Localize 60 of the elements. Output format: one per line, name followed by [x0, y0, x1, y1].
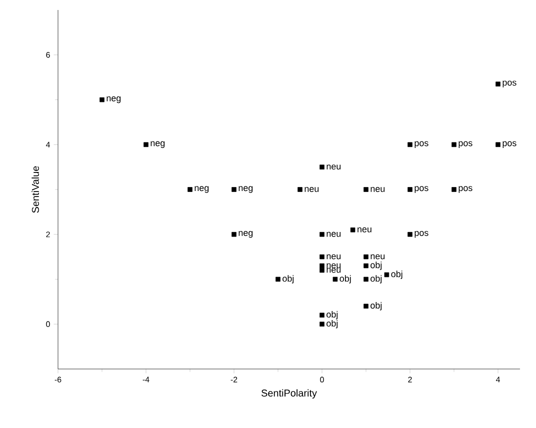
x-axis-title: SentiPolarity — [261, 389, 317, 399]
annotation: neu — [326, 263, 341, 268]
y-axis-title: SentiValue — [32, 166, 39, 213]
point — [496, 142, 500, 148]
annotation: neu — [326, 268, 341, 273]
annotation: obj — [326, 320, 338, 328]
point — [332, 276, 338, 282]
point — [320, 232, 324, 237]
annotation: neg — [238, 231, 253, 238]
point — [408, 232, 412, 237]
annotation: neu — [370, 187, 385, 192]
point — [350, 227, 356, 232]
point — [188, 187, 192, 192]
annotation: obj — [326, 310, 338, 320]
annotation: neu — [326, 232, 341, 237]
point — [232, 232, 236, 237]
annotation: pos — [414, 186, 428, 193]
annotation: pos — [458, 141, 472, 148]
point — [232, 187, 236, 192]
annotation: neg — [106, 96, 121, 104]
annotation: pos — [502, 141, 516, 148]
point — [276, 276, 280, 282]
annotation: neu — [326, 164, 341, 170]
point — [364, 187, 368, 192]
annotation: neu — [304, 187, 319, 192]
point — [144, 142, 148, 148]
annotation: obj — [282, 275, 294, 284]
annotation: neg — [150, 141, 165, 148]
point — [320, 312, 324, 318]
point — [408, 187, 412, 192]
point — [320, 164, 324, 170]
annotation: obj — [370, 275, 382, 284]
point — [364, 304, 368, 309]
point — [100, 97, 104, 102]
annotation: obj — [391, 270, 402, 279]
point — [320, 254, 324, 260]
point — [320, 263, 324, 268]
point — [384, 272, 390, 278]
annotation: neg — [238, 186, 253, 193]
point — [452, 187, 456, 192]
point — [452, 142, 456, 148]
point — [364, 263, 368, 268]
annotation: pos — [414, 141, 428, 148]
point — [364, 276, 368, 282]
annotation: pos — [458, 186, 472, 193]
annotation: obj — [370, 302, 382, 310]
annotation: pos — [502, 80, 516, 88]
point — [320, 268, 324, 273]
point — [408, 142, 412, 148]
annotation: obj — [370, 262, 382, 270]
point — [320, 322, 324, 327]
annotation: obj — [340, 275, 351, 284]
annotation: neu — [358, 227, 372, 232]
annotation: pos — [414, 231, 428, 238]
annotation: neu — [326, 254, 341, 260]
point — [298, 187, 302, 192]
annotation: neu — [370, 254, 385, 260]
point — [496, 82, 500, 86]
annotation: neg — [194, 186, 209, 193]
point — [364, 254, 368, 260]
